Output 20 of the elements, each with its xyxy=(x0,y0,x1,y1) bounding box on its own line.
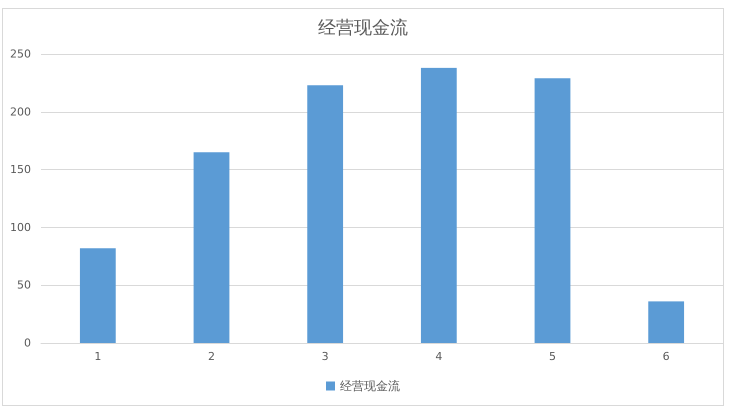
x-tick-label: 5 xyxy=(549,350,556,363)
y-tick-label: 0 xyxy=(24,336,31,350)
bar xyxy=(534,78,570,343)
bar xyxy=(194,152,230,343)
chart-title: 经营现金流 xyxy=(318,18,408,38)
legend-label: 经营现金流 xyxy=(340,379,400,393)
x-tick-label: 3 xyxy=(322,350,329,363)
y-tick-label: 200 xyxy=(10,105,31,118)
bar xyxy=(648,301,684,343)
bar xyxy=(307,85,344,343)
bar xyxy=(80,248,116,343)
x-tick-label: 6 xyxy=(662,350,670,363)
bar xyxy=(420,68,457,343)
y-tick-label: 100 xyxy=(10,220,31,234)
x-tick-label: 4 xyxy=(435,350,442,363)
y-tick-label: 50 xyxy=(17,278,31,292)
x-tick-label: 2 xyxy=(208,350,215,363)
y-tick-label: 150 xyxy=(10,163,31,176)
y-tick-label: 250 xyxy=(10,48,31,60)
x-tick-label: 1 xyxy=(94,350,102,363)
